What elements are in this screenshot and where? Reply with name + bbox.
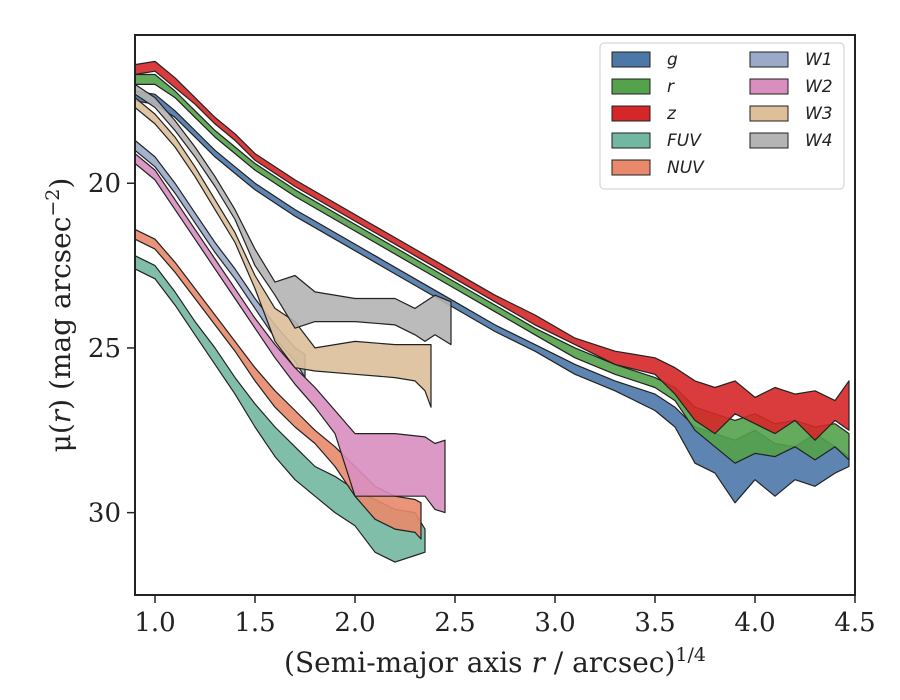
legend: grz FUV NUV W1 W2 W3 W4	[599, 42, 845, 190]
y-axis-title: μ(r) (mag arcsec−2)	[42, 178, 77, 453]
plot-frame	[134, 34, 856, 596]
legend-label-fuv: FUV	[667, 131, 702, 151]
legend-swatch-z	[611, 105, 651, 122]
y-tick-label: 30	[88, 499, 121, 529]
legend-label-z: z	[666, 104, 677, 124]
band-g	[135, 90, 850, 504]
band-w2	[135, 153, 446, 514]
legend-swatch-w1	[749, 51, 789, 68]
legend-label-w1: W1	[805, 50, 833, 70]
legend-label-r: r	[667, 77, 675, 97]
band-z	[135, 60, 850, 441]
legend-label-w4: W4	[805, 131, 833, 151]
x-tick-label: 4.0	[734, 608, 775, 638]
legend-swatch-fuv	[611, 132, 651, 149]
x-tick-label: 4.5	[834, 608, 875, 638]
x-tick-label: 2.0	[334, 608, 375, 638]
band-w4	[135, 83, 452, 346]
x-tick-label: 3.5	[634, 608, 675, 638]
legend-label-g: g	[667, 50, 678, 70]
legend-swatch-nuv	[611, 159, 651, 176]
legend-swatch-g	[611, 51, 651, 68]
x-tick-label: 2.5	[434, 608, 475, 638]
x-axis-title: (Semi-major axis r / arcsec)1/4	[284, 644, 706, 679]
band-w3	[135, 96, 432, 408]
y-tick-label: 25	[88, 334, 121, 364]
x-tick-label: 3.0	[534, 608, 575, 638]
band-fuv	[135, 255, 426, 563]
legend-swatch-w2	[749, 78, 789, 95]
x-axis-ticks: 1.0 1.5 2.0 2.5 3.0 3.5 4.0 4.5	[134, 595, 876, 638]
legend-swatch-r	[611, 78, 651, 95]
y-tick-label: 20	[88, 169, 121, 199]
x-tick-label: 1.0	[134, 608, 175, 638]
legend-swatch-w3	[749, 105, 789, 122]
legend-swatch-w4	[749, 132, 789, 149]
legend-label-w2: W2	[805, 77, 833, 97]
plot-area	[135, 60, 850, 563]
x-tick-label: 1.5	[234, 608, 275, 638]
y-axis-ticks: 20 25 30	[88, 169, 135, 529]
legend-label-nuv: NUV	[667, 158, 705, 178]
legend-label-w3: W3	[805, 104, 833, 124]
